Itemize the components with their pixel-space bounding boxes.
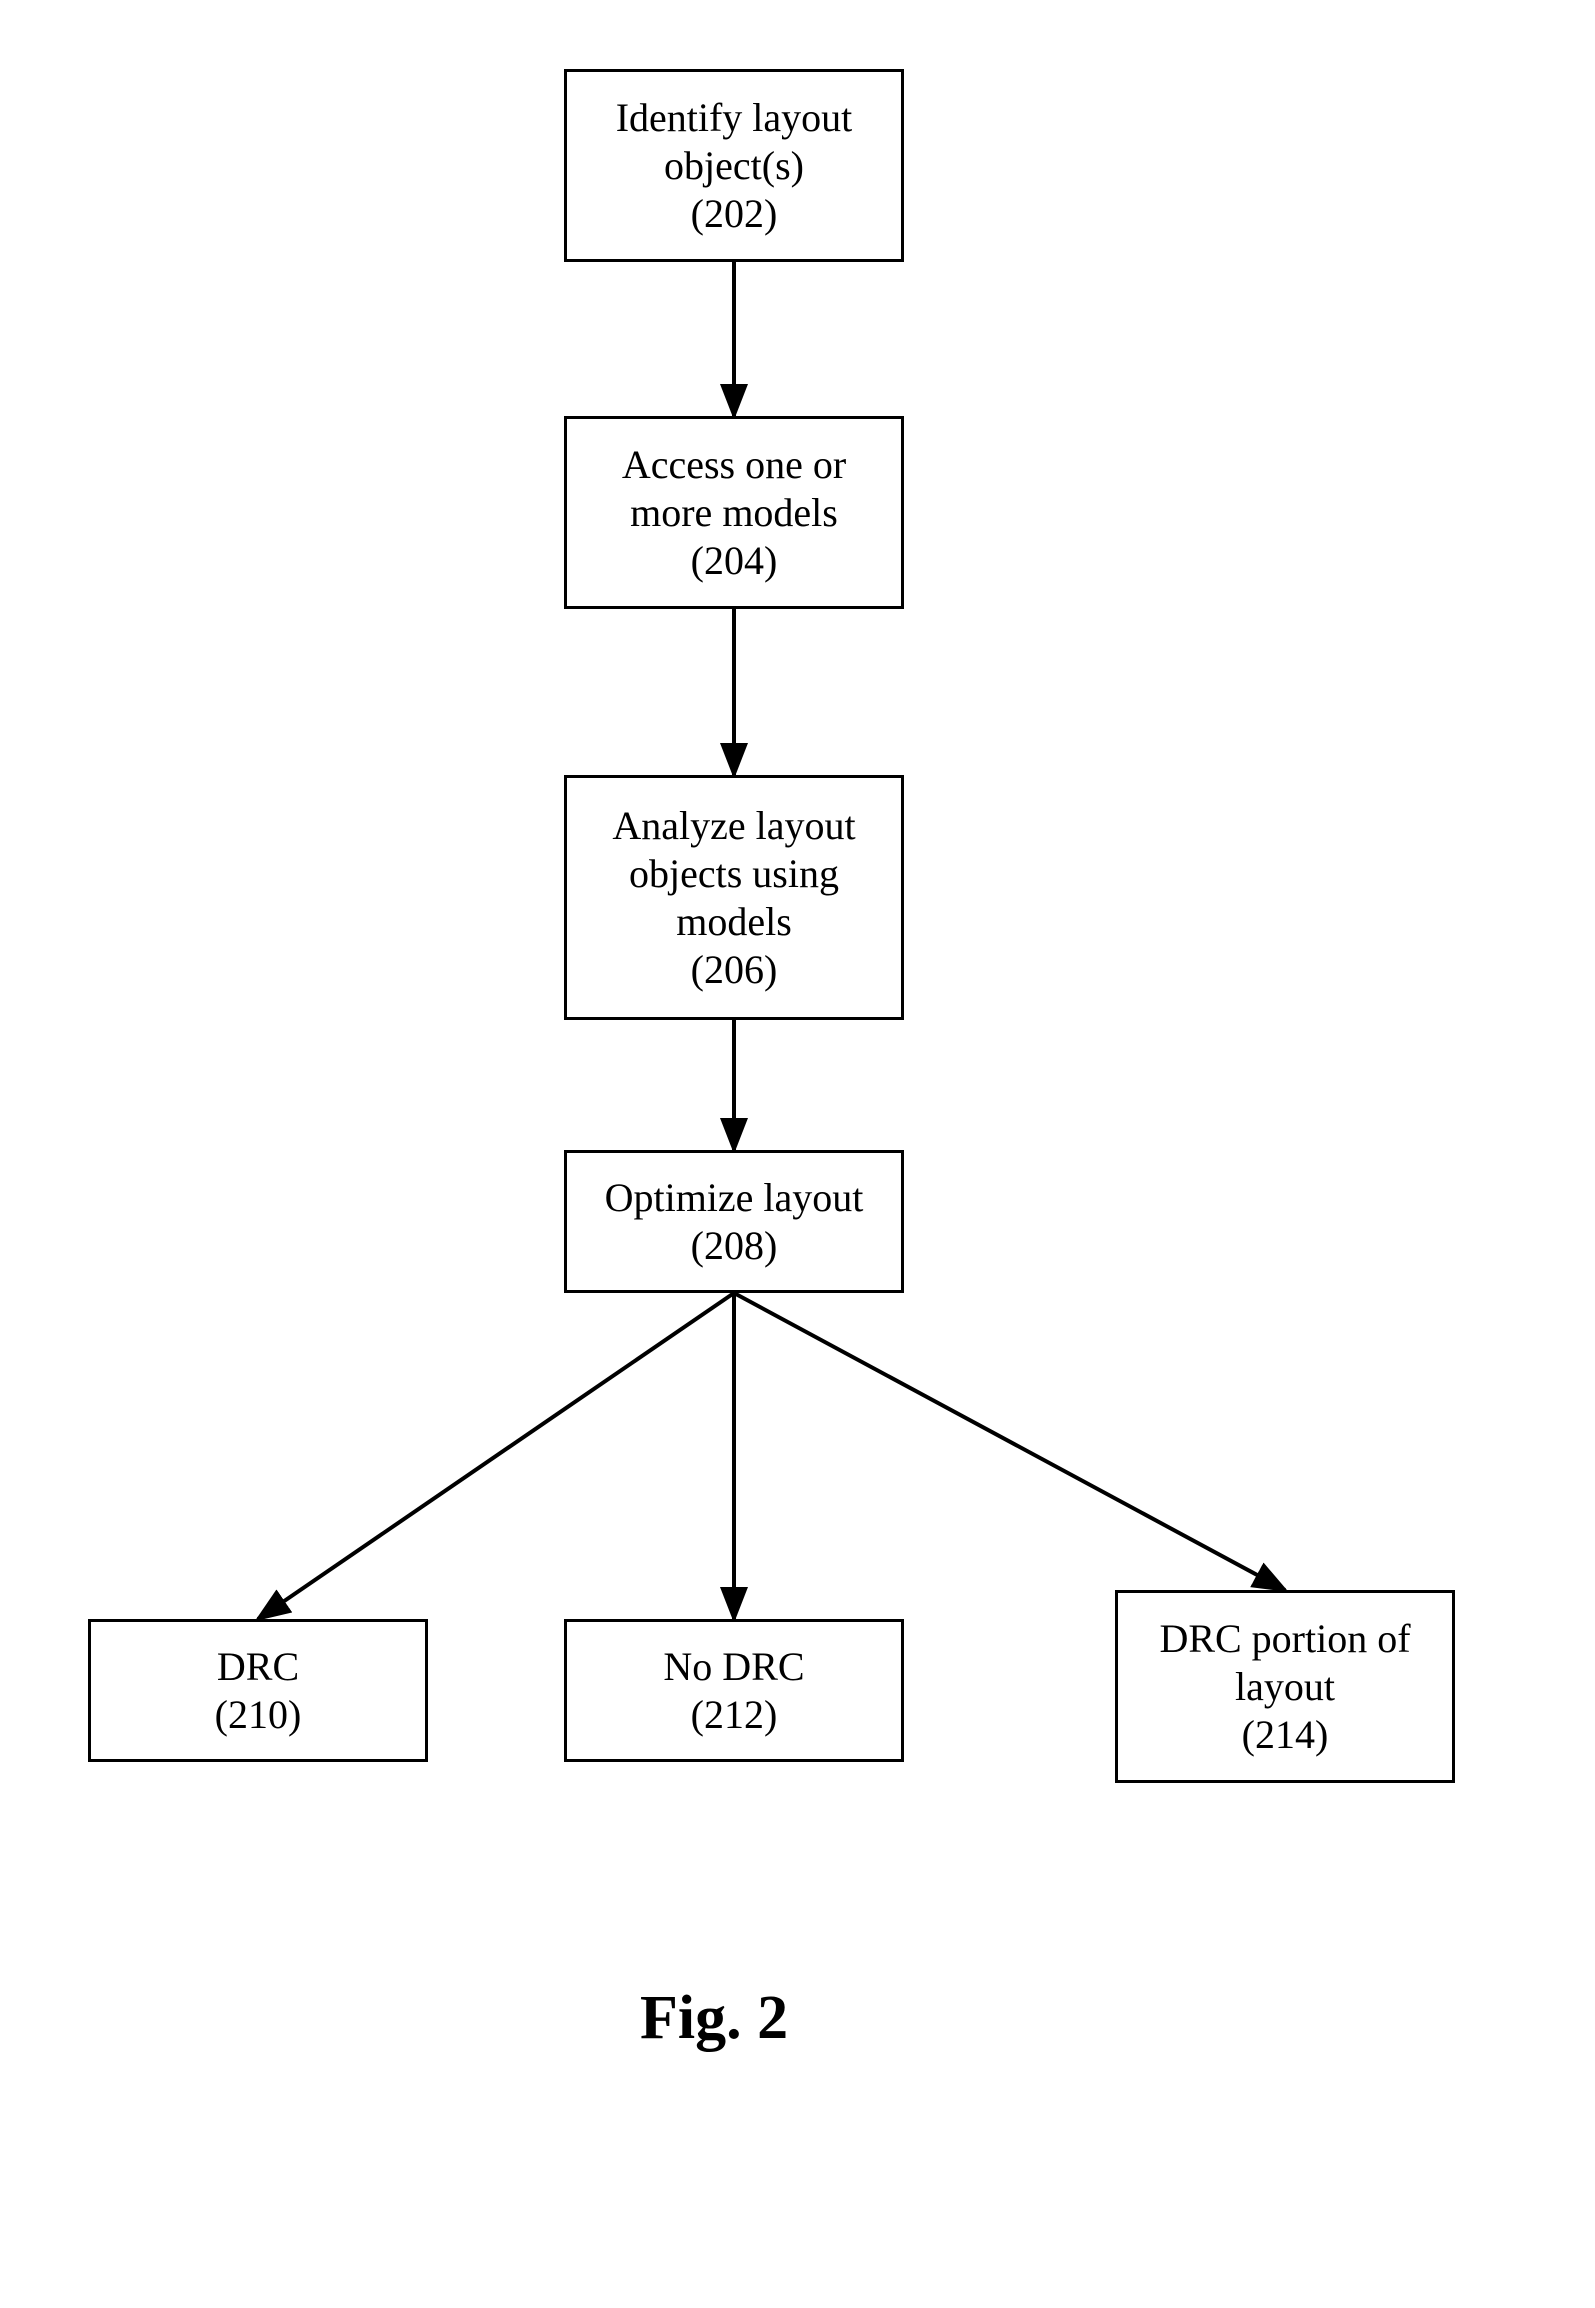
- flow-node-n208: Optimize layout(208): [564, 1150, 904, 1293]
- flow-node-text: objects using: [629, 850, 839, 898]
- flow-node-n212: No DRC(212): [564, 1619, 904, 1762]
- flow-node-text: DRC portion of: [1159, 1615, 1410, 1663]
- flow-node-text: (204): [691, 537, 778, 585]
- flow-node-text: object(s): [664, 142, 804, 190]
- flow-node-text: Access one or: [622, 441, 846, 489]
- flow-node-n206: Analyze layoutobjects usingmodels(206): [564, 775, 904, 1020]
- flow-node-text: (214): [1242, 1711, 1329, 1759]
- flow-node-text: Optimize layout: [605, 1174, 864, 1222]
- flow-node-text: (210): [215, 1691, 302, 1739]
- flow-node-text: Analyze layout: [612, 802, 855, 850]
- flow-node-text: Identify layout: [616, 94, 853, 142]
- flow-node-text: DRC: [217, 1643, 299, 1691]
- flow-node-n214: DRC portion oflayout(214): [1115, 1590, 1455, 1783]
- figure-label: Fig. 2: [640, 1983, 788, 2054]
- flow-node-n210: DRC(210): [88, 1619, 428, 1762]
- flow-node-text: layout: [1235, 1663, 1335, 1711]
- flow-node-text: No DRC: [663, 1643, 804, 1691]
- flow-node-n204: Access one ormore models(204): [564, 416, 904, 609]
- flow-node-text: models: [676, 898, 792, 946]
- flow-node-n202: Identify layoutobject(s)(202): [564, 69, 904, 262]
- flow-node-text: (212): [691, 1691, 778, 1739]
- flow-node-text: (206): [691, 946, 778, 994]
- flow-node-text: more models: [630, 489, 838, 537]
- flow-node-text: (208): [691, 1222, 778, 1270]
- flow-arrow: [734, 1293, 1285, 1590]
- flow-node-text: (202): [691, 190, 778, 238]
- flow-arrow: [258, 1293, 734, 1619]
